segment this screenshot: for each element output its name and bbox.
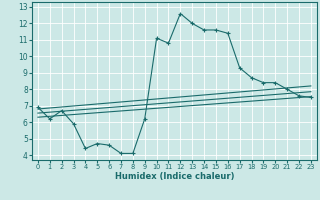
X-axis label: Humidex (Indice chaleur): Humidex (Indice chaleur) xyxy=(115,172,234,181)
